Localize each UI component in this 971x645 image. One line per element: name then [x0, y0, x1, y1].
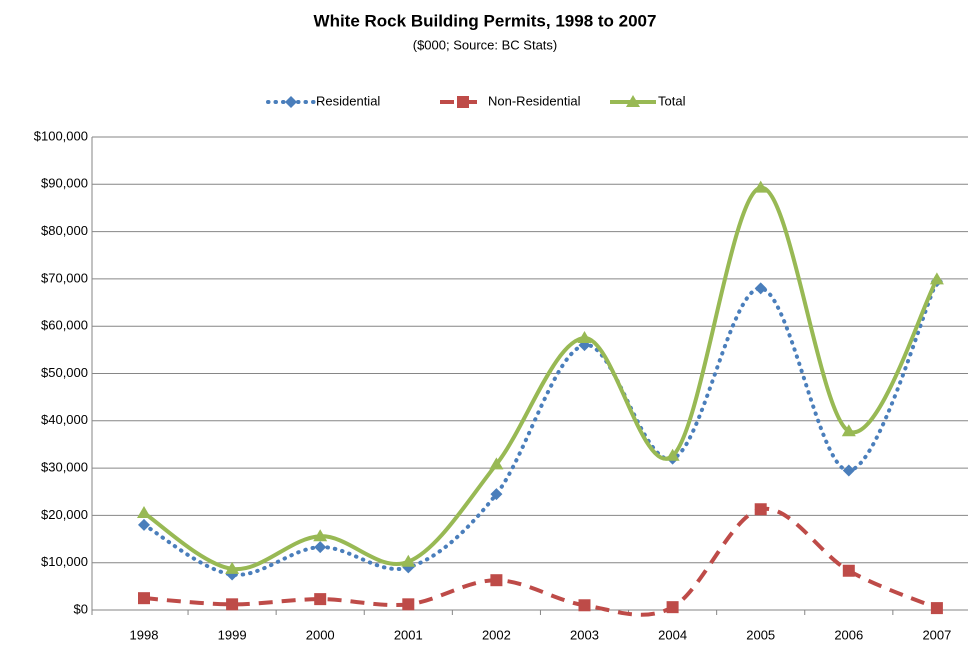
- marker: [138, 518, 150, 531]
- y-tick-label: $60,000: [41, 318, 88, 333]
- marker: [402, 598, 415, 611]
- marker: [457, 96, 469, 108]
- marker: [577, 331, 592, 344]
- x-tick-label: 1999: [218, 627, 247, 642]
- marker: [490, 574, 503, 587]
- chart-title: White Rock Building Permits, 1998 to 200…: [314, 11, 657, 30]
- marker: [754, 503, 767, 516]
- y-tick-label: $80,000: [41, 223, 88, 238]
- series-line: [142, 279, 939, 577]
- marker: [401, 554, 416, 567]
- marker: [313, 529, 328, 542]
- x-tick-label: 1998: [130, 627, 159, 642]
- marker: [665, 448, 680, 461]
- marker: [138, 592, 150, 605]
- y-tick-label: $50,000: [41, 365, 88, 380]
- legend-label: Total: [658, 93, 686, 108]
- y-tick-label: $90,000: [41, 176, 88, 191]
- marker: [842, 564, 855, 577]
- marker: [489, 457, 504, 470]
- series-line: [143, 506, 938, 617]
- marker: [929, 272, 944, 285]
- marker: [754, 282, 767, 295]
- marker: [490, 488, 503, 501]
- y-tick-label: $10,000: [41, 554, 88, 569]
- marker: [753, 180, 768, 193]
- x-tick-label: 2002: [482, 627, 511, 642]
- y-tick-label: $100,000: [34, 128, 88, 143]
- legend-label: Non-Residential: [488, 93, 581, 108]
- x-tick-label: 2006: [834, 627, 863, 642]
- marker: [225, 561, 240, 574]
- y-tick-label: $70,000: [41, 270, 88, 285]
- x-tick-label: 2005: [746, 627, 775, 642]
- y-tick-label: $20,000: [41, 507, 88, 522]
- x-tick-label: 2007: [922, 627, 951, 642]
- y-tick-label: $40,000: [41, 412, 88, 427]
- marker: [137, 506, 151, 519]
- legend-label: Residential: [316, 93, 380, 108]
- chart-subtitle: ($000; Source: BC Stats): [413, 37, 558, 52]
- marker: [226, 598, 239, 611]
- marker: [314, 541, 327, 554]
- marker: [285, 96, 297, 108]
- x-tick-label: 2000: [306, 627, 335, 642]
- y-tick-label: $0: [74, 601, 88, 616]
- marker: [578, 599, 591, 612]
- marker: [930, 602, 943, 615]
- marker: [841, 424, 856, 437]
- marker: [314, 593, 327, 606]
- marker: [842, 464, 855, 477]
- series-line: [142, 185, 939, 571]
- x-tick-label: 2004: [658, 627, 687, 642]
- x-tick-label: 2003: [570, 627, 599, 642]
- x-tick-label: 2001: [394, 627, 423, 642]
- marker: [626, 95, 640, 107]
- y-tick-label: $30,000: [41, 460, 88, 475]
- marker: [666, 601, 679, 614]
